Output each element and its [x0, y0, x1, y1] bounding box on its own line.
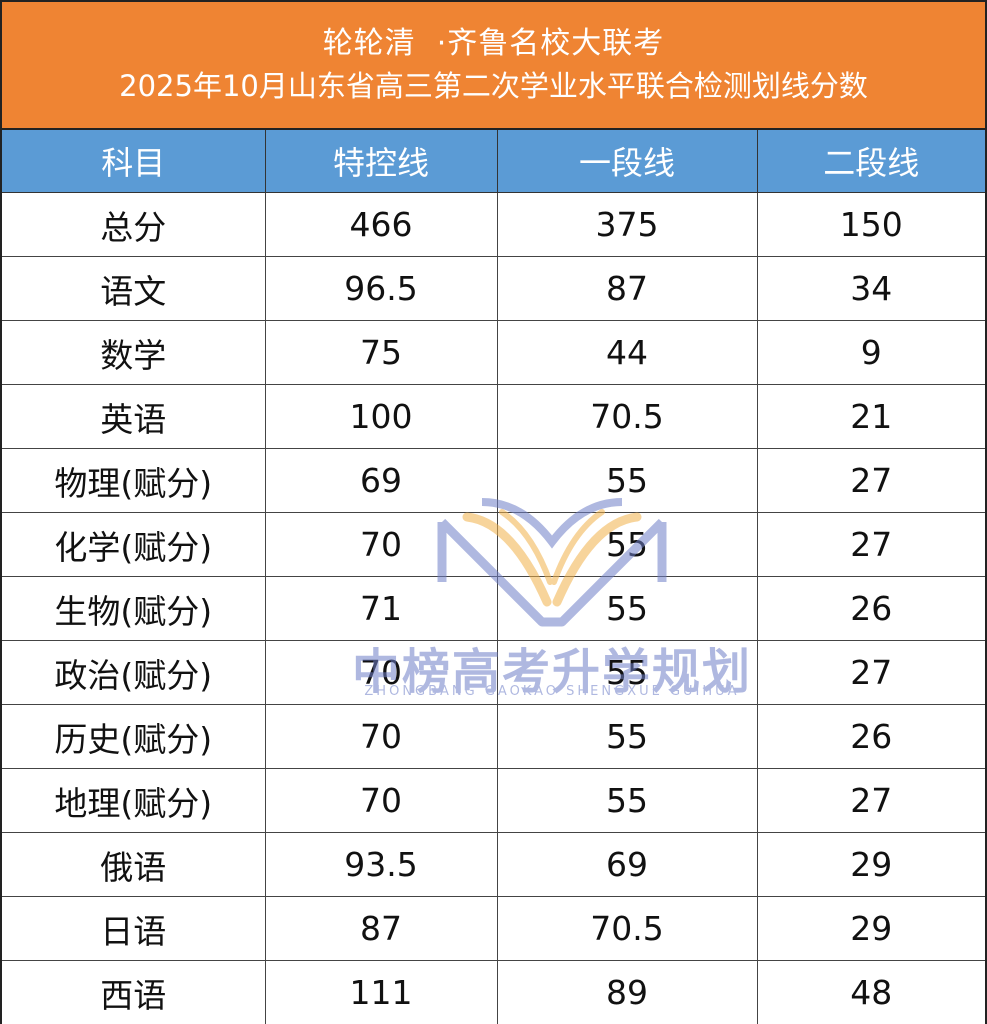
- subject-cell: 生物(赋分): [2, 576, 266, 641]
- first-tier-cell: 55: [496, 512, 758, 577]
- subject-cell: 历史(赋分): [2, 704, 266, 769]
- special-line-cell: 111: [264, 960, 498, 1024]
- second-tier-cell: 27: [756, 640, 985, 705]
- title-banner: 轮轮清 ·齐鲁名校大联考 2025年10月山东省高三第二次学业水平联合检测划线分…: [2, 2, 985, 130]
- exam-title: 轮轮清 ·齐鲁名校大联考: [322, 26, 665, 61]
- second-tier-cell: 26: [756, 704, 985, 769]
- second-tier-cell: 21: [756, 384, 985, 449]
- subject-cell: 政治(赋分): [2, 640, 266, 705]
- second-tier-cell: 48: [756, 960, 985, 1024]
- second-tier-cell: 27: [756, 768, 985, 833]
- first-tier-cell: 87: [496, 256, 758, 321]
- special-line-cell: 71: [264, 576, 498, 641]
- table-row: 化学(赋分) 70 55 27: [2, 512, 985, 577]
- first-tier-cell: 89: [496, 960, 758, 1024]
- first-tier-cell: 55: [496, 576, 758, 641]
- first-tier-cell: 375: [496, 192, 758, 257]
- second-tier-cell: 29: [756, 832, 985, 897]
- subject-cell: 日语: [2, 896, 266, 961]
- second-tier-cell: 34: [756, 256, 985, 321]
- special-line-cell: 70: [264, 512, 498, 577]
- second-tier-cell: 9: [756, 320, 985, 385]
- special-line-cell: 96.5: [264, 256, 498, 321]
- header-first-tier-line: 一段线: [496, 130, 758, 193]
- header-second-tier-line: 二段线: [756, 130, 985, 193]
- second-tier-cell: 27: [756, 448, 985, 513]
- subject-cell: 俄语: [2, 832, 266, 897]
- header-special-line: 特控线: [264, 130, 498, 193]
- second-tier-cell: 150: [756, 192, 985, 257]
- subject-cell: 地理(赋分): [2, 768, 266, 833]
- first-tier-cell: 70.5: [496, 896, 758, 961]
- table-row: 政治(赋分) 70 55 27: [2, 640, 985, 705]
- table-row: 语文 96.5 87 34: [2, 256, 985, 321]
- special-line-cell: 100: [264, 384, 498, 449]
- first-tier-cell: 55: [496, 448, 758, 513]
- table-row: 地理(赋分) 70 55 27: [2, 768, 985, 833]
- table-row: 物理(赋分) 69 55 27: [2, 448, 985, 513]
- special-line-cell: 70: [264, 640, 498, 705]
- table-row: 西语 111 89 48: [2, 960, 985, 1024]
- first-tier-cell: 44: [496, 320, 758, 385]
- special-line-cell: 69: [264, 448, 498, 513]
- table-row: 英语 100 70.5 21: [2, 384, 985, 449]
- first-tier-cell: 55: [496, 704, 758, 769]
- exam-subtitle: 2025年10月山东省高三第二次学业水平联合检测划线分数: [119, 69, 868, 103]
- subject-cell: 语文: [2, 256, 266, 321]
- first-tier-cell: 55: [496, 640, 758, 705]
- subject-cell: 物理(赋分): [2, 448, 266, 513]
- score-table: 科目 特控线 一段线 二段线 总分 466 375 150 语文 96.5 87…: [2, 130, 985, 1024]
- table-row: 生物(赋分) 71 55 26: [2, 576, 985, 641]
- table-row: 数学 75 44 9: [2, 320, 985, 385]
- table-row: 总分 466 375 150: [2, 192, 985, 257]
- first-tier-cell: 55: [496, 768, 758, 833]
- special-line-cell: 75: [264, 320, 498, 385]
- subject-cell: 西语: [2, 960, 266, 1024]
- special-line-cell: 70: [264, 768, 498, 833]
- header-subject: 科目: [2, 130, 266, 193]
- second-tier-cell: 29: [756, 896, 985, 961]
- special-line-cell: 93.5: [264, 832, 498, 897]
- subject-cell: 总分: [2, 192, 266, 257]
- subject-cell: 化学(赋分): [2, 512, 266, 577]
- subject-cell: 英语: [2, 384, 266, 449]
- special-line-cell: 70: [264, 704, 498, 769]
- table-row: 历史(赋分) 70 55 26: [2, 704, 985, 769]
- table-row: 日语 87 70.5 29: [2, 896, 985, 961]
- first-tier-cell: 70.5: [496, 384, 758, 449]
- special-line-cell: 466: [264, 192, 498, 257]
- table-header-row: 科目 特控线 一段线 二段线: [2, 130, 985, 193]
- second-tier-cell: 27: [756, 512, 985, 577]
- second-tier-cell: 26: [756, 576, 985, 641]
- table-row: 俄语 93.5 69 29: [2, 832, 985, 897]
- special-line-cell: 87: [264, 896, 498, 961]
- first-tier-cell: 69: [496, 832, 758, 897]
- subject-cell: 数学: [2, 320, 266, 385]
